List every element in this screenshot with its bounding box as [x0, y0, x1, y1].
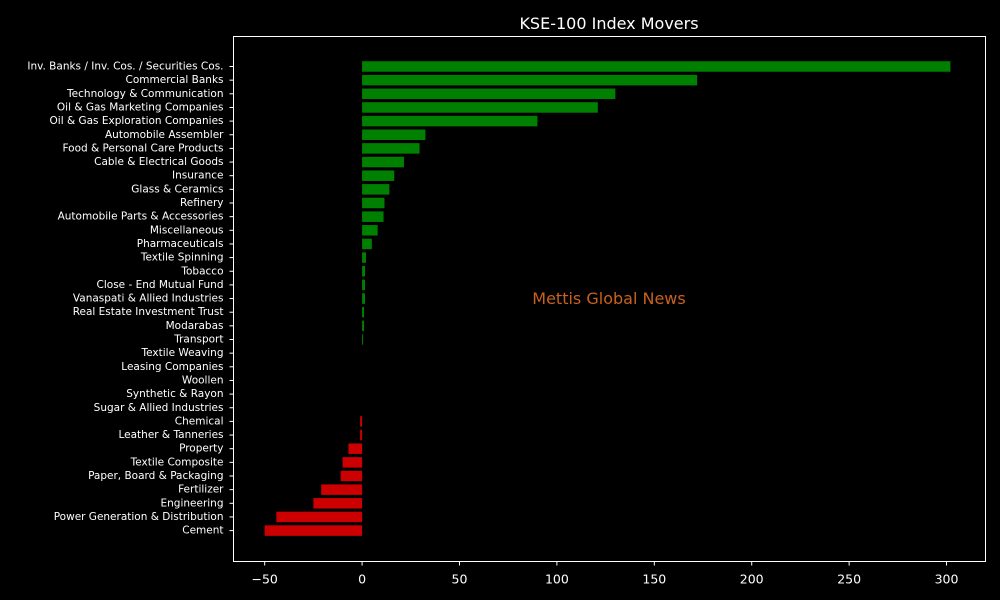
- bar-pharmaceuticals: [362, 238, 372, 250]
- y-label-cable-electrical-goods: Cable & Electrical Goods: [94, 156, 223, 168]
- x-axis: −50 0 50 100 150 200 250 300: [251, 561, 959, 587]
- bar-textile-composite: [342, 457, 363, 468]
- y-label-textile-composite: Textile Composite: [130, 456, 224, 468]
- x-tick-label-7: 300: [935, 572, 959, 587]
- bar-fertilizer: [321, 484, 363, 495]
- y-label-insurance: Insurance: [172, 170, 224, 182]
- bar-food-personal-care-products: [362, 143, 420, 154]
- bar-power-generation-distribution: [276, 511, 363, 523]
- bar-miscellaneous: [362, 225, 378, 236]
- bar-real-estate-investment-trust: [362, 306, 365, 318]
- x-tick-label-4: 150: [642, 572, 666, 587]
- bar-vanaspati-allied-industries: [362, 293, 366, 304]
- y-label-modarabas: Modarabas: [166, 320, 224, 332]
- y-label-glass-ceramics: Glass & Ceramics: [131, 183, 223, 195]
- y-label-automobile-parts-accessories: Automobile Parts & Accessories: [58, 211, 224, 223]
- y-label-tobacco: Tobacco: [180, 265, 223, 277]
- y-label-textile-spinning: Textile Spinning: [140, 252, 224, 264]
- x-tick-label-2: 50: [452, 572, 468, 587]
- bar-textile-spinning: [362, 252, 366, 263]
- y-label-engineering: Engineering: [161, 497, 224, 509]
- bar-oil-gas-marketing-companies: [362, 102, 598, 113]
- y-label-commercial-banks: Commercial Banks: [126, 74, 224, 86]
- bar-group: [264, 61, 951, 536]
- y-label-property: Property: [179, 443, 223, 455]
- y-tick-labels: Inv. Banks / Inv. Cos. / Securities Cos.…: [27, 61, 234, 537]
- bar-cement: [264, 525, 363, 536]
- y-label-power-generation-distribution: Power Generation & Distribution: [54, 511, 224, 523]
- y-label-food-personal-care-products: Food & Personal Care Products: [62, 142, 223, 154]
- bar-inv-banks-inv-cos-securities-cos: [362, 61, 951, 72]
- bar-close-end-mutual-fund: [362, 279, 366, 291]
- bar-modarabas: [362, 320, 365, 332]
- y-label-technology-communication: Technology & Communication: [66, 88, 223, 100]
- bar-automobile-assembler: [362, 129, 426, 140]
- x-tick-label-6: 250: [837, 572, 861, 587]
- y-label-textile-weaving: Textile Weaving: [141, 347, 224, 359]
- bar-refinery: [362, 197, 385, 209]
- plot-frame: [233, 36, 986, 562]
- y-label-synthetic-rayon: Synthetic & Rayon: [126, 388, 223, 400]
- y-label-oil-gas-exploration-companies: Oil & Gas Exploration Companies: [50, 115, 224, 127]
- y-label-automobile-assembler: Automobile Assembler: [105, 129, 224, 141]
- y-label-transport: Transport: [173, 334, 223, 346]
- y-label-leather-tanneries: Leather & Tanneries: [118, 429, 223, 441]
- y-label-pharmaceuticals: Pharmaceuticals: [137, 238, 224, 250]
- y-label-woollen: Woollen: [182, 374, 224, 386]
- y-label-cement: Cement: [182, 525, 223, 537]
- bar-commercial-banks: [362, 74, 698, 86]
- watermark: Mettis Global News: [532, 289, 685, 308]
- bar-engineering: [313, 498, 363, 509]
- bar-insurance: [362, 170, 395, 181]
- bar-leather-tanneries: [360, 429, 363, 441]
- bar-technology-communication: [362, 88, 616, 100]
- bar-tobacco: [362, 266, 366, 277]
- y-label-paper-board-packaging: Paper, Board & Packaging: [88, 470, 223, 482]
- y-label-oil-gas-marketing-companies: Oil & Gas Marketing Companies: [57, 101, 224, 113]
- y-label-fertilizer: Fertilizer: [178, 484, 224, 496]
- bar-chemical: [360, 416, 363, 427]
- x-tick-label-1: 0: [358, 572, 366, 587]
- bar-paper-board-packaging: [340, 470, 363, 482]
- y-label-miscellaneous: Miscellaneous: [150, 224, 224, 236]
- bar-transport: [362, 334, 364, 345]
- y-label-vanaspati-allied-industries: Vanaspati & Allied Industries: [73, 293, 224, 305]
- bar-glass-ceramics: [362, 184, 390, 195]
- bar-oil-gas-exploration-companies: [362, 115, 538, 127]
- y-label-inv-banks-inv-cos-securities-cos: Inv. Banks / Inv. Cos. / Securities Cos.: [27, 61, 223, 73]
- bar-cable-electrical-goods: [362, 156, 404, 168]
- y-label-close-end-mutual-fund: Close - End Mutual Fund: [97, 279, 224, 291]
- x-tick-label-5: 200: [740, 572, 764, 587]
- y-label-refinery: Refinery: [180, 197, 224, 209]
- chart-title: KSE-100 Index Movers: [519, 14, 698, 33]
- x-tick-label-3: 100: [545, 572, 569, 587]
- x-tick-label-0: −50: [251, 572, 277, 587]
- bar-automobile-parts-accessories: [362, 211, 384, 222]
- y-label-chemical: Chemical: [175, 415, 224, 427]
- bar-property: [348, 443, 363, 454]
- y-label-real-estate-investment-trust: Real Estate Investment Trust: [73, 306, 224, 318]
- y-label-leasing-companies: Leasing Companies: [121, 361, 223, 373]
- y-label-sugar-allied-industries: Sugar & Allied Industries: [94, 402, 224, 414]
